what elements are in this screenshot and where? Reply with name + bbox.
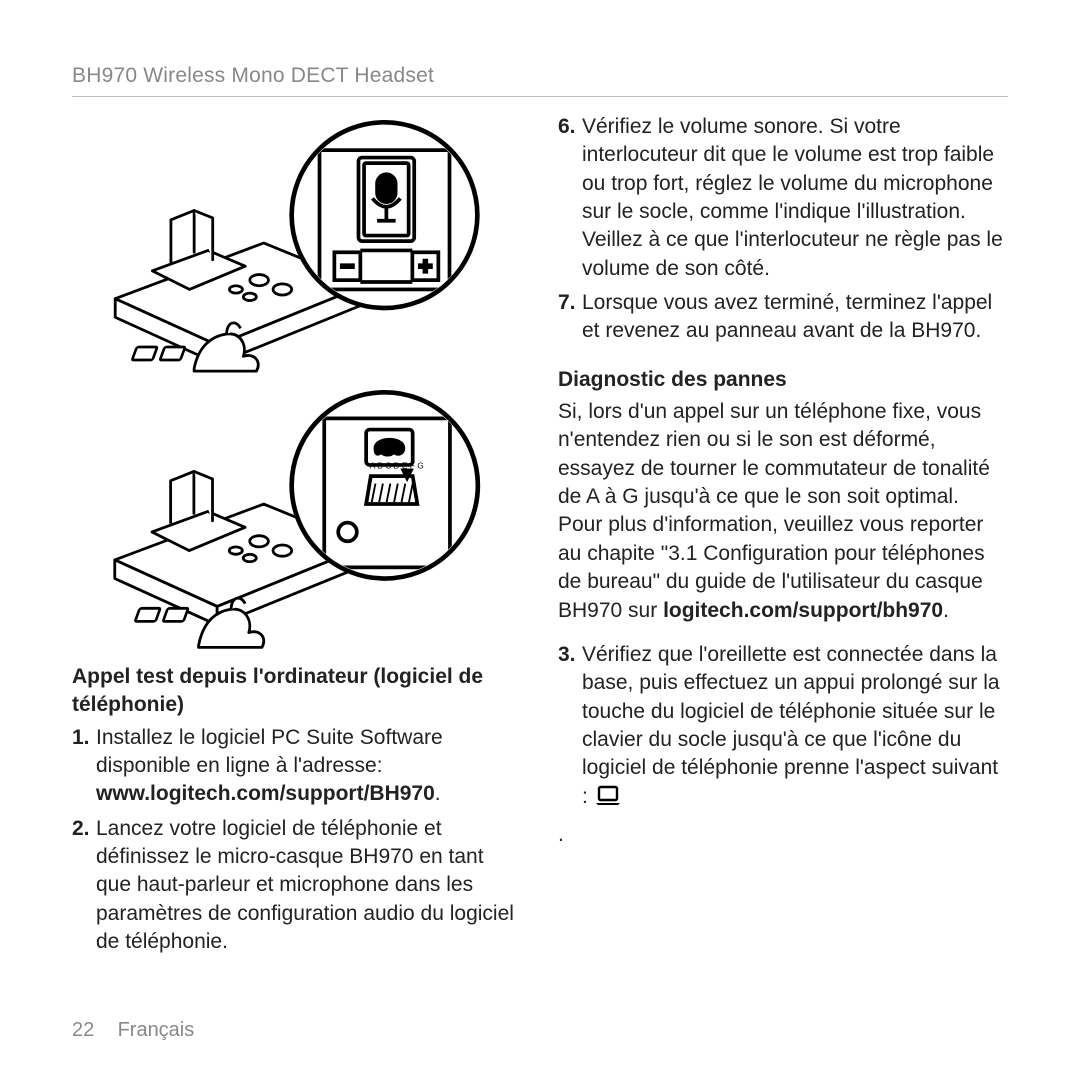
diagnostic-paragraph: Si, lors d'un appel sur un téléphone fix… (558, 398, 1008, 625)
item-number: 2. (72, 815, 96, 957)
page-number: 22 (72, 1019, 112, 1042)
right-ordered-list-3: 3. Vérifiez que l'oreillette est connect… (558, 641, 1008, 815)
list-item: 1. Installez le logiciel PC Suite Softwa… (72, 724, 522, 809)
left-subheading: Appel test depuis l'ordinateur (logiciel… (72, 663, 522, 720)
list-item: 7. Lorsque vous avez terminé, terminez l… (558, 289, 1008, 346)
two-column-layout: A B C D E F G Appel test depuis l'ordina… (72, 113, 1008, 962)
laptop-icon (594, 785, 622, 815)
item-number: 7. (558, 289, 582, 346)
item-text: Lorsque vous avez terminé, terminez l'ap… (582, 289, 1008, 346)
diagnostic-heading: Diagnostic des pannes (558, 366, 1008, 394)
illustration-dial-tone: A B C D E F G (72, 383, 522, 653)
illustration-mic-volume (72, 113, 522, 373)
support-url: logitech.com/support/bh970 (663, 599, 943, 622)
item-text: Lancez votre logiciel de téléphonie et d… (96, 815, 522, 957)
item-text: Vérifiez le volume sonore. Si votre inte… (582, 113, 1008, 283)
list-item: 2. Lancez votre logiciel de téléphonie e… (72, 815, 522, 957)
right-ordered-list-67: 6. Vérifiez le volume sonore. Si votre i… (558, 113, 1008, 346)
left-ordered-list: 1. Installez le logiciel PC Suite Softwa… (72, 724, 522, 957)
running-header: BH970 Wireless Mono DECT Headset (72, 64, 1008, 97)
item-number: 1. (72, 724, 96, 809)
language-label: Français (118, 1019, 195, 1041)
page-footer: 22 Français (72, 1019, 194, 1042)
left-column: A B C D E F G Appel test depuis l'ordina… (72, 113, 522, 962)
trailing-dot: . (558, 821, 1008, 849)
list-item: 6. Vérifiez le volume sonore. Si votre i… (558, 113, 1008, 283)
item-number: 3. (558, 641, 582, 815)
item-text: Vérifiez que l'oreillette est connectée … (582, 641, 1008, 815)
item-number: 6. (558, 113, 582, 283)
right-column: 6. Vérifiez le volume sonore. Si votre i… (558, 113, 1008, 962)
item-text: Installez le logiciel PC Suite Software … (96, 724, 522, 809)
manual-page: BH970 Wireless Mono DECT Headset (0, 0, 1080, 1080)
list-item: 3. Vérifiez que l'oreillette est connect… (558, 641, 1008, 815)
support-url: www.logitech.com/support/BH970 (96, 782, 435, 805)
svg-text:A B C D E F G: A B C D E F G (370, 461, 424, 471)
